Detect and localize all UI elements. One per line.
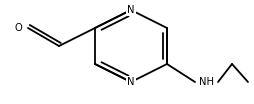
Text: NH: NH xyxy=(198,77,214,87)
Text: N: N xyxy=(127,5,135,15)
Text: N: N xyxy=(127,77,135,87)
Text: O: O xyxy=(14,23,22,33)
